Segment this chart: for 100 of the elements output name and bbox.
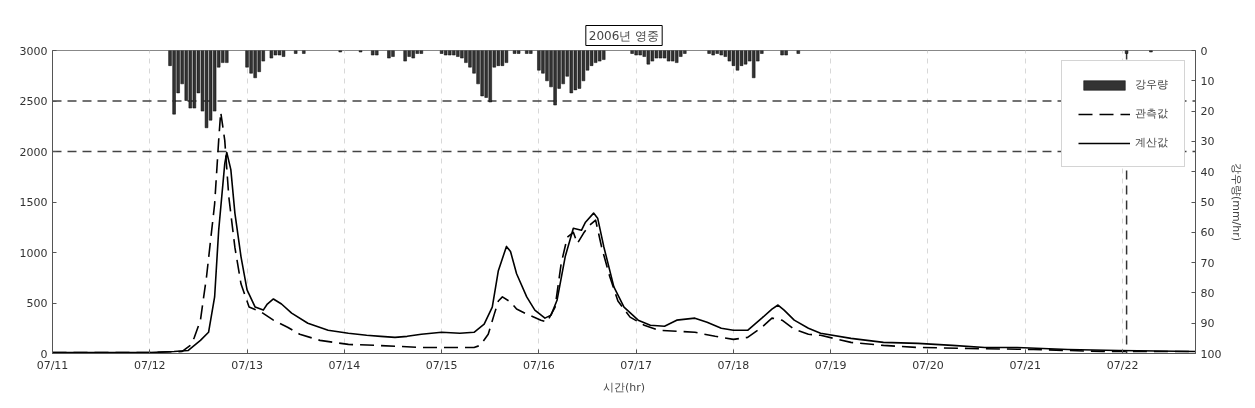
bar — [577, 50, 582, 89]
bar — [387, 50, 391, 59]
bar — [512, 50, 517, 54]
y2-tick-label: 90 — [1200, 317, 1215, 331]
y2-axis-title: 강우량(mm/hr) — [1230, 162, 1244, 242]
bar — [561, 50, 565, 85]
y-tick-label: 500 — [26, 297, 48, 310]
bar — [480, 50, 484, 97]
bar — [683, 50, 687, 54]
bar — [711, 50, 715, 56]
bar — [675, 50, 679, 63]
bar — [281, 50, 286, 57]
legend-label: 계산값 — [1135, 135, 1168, 150]
bar — [752, 50, 756, 79]
bar — [448, 50, 452, 56]
bar — [662, 50, 667, 59]
y-tick-label: 1000 — [19, 246, 48, 260]
bar — [204, 50, 209, 129]
bar — [460, 50, 464, 59]
bar — [192, 50, 197, 109]
y-tick-label: 3000 — [19, 44, 48, 58]
bar — [537, 50, 541, 71]
bar — [658, 50, 663, 59]
x-tick-label: 07/21 — [1009, 358, 1042, 372]
bar — [727, 50, 732, 62]
bar — [419, 50, 424, 54]
y-tick-label: 0 — [40, 347, 48, 361]
bar — [796, 50, 800, 54]
bar — [784, 50, 788, 56]
x-tick-label: 07/11 — [36, 358, 69, 372]
bar — [500, 50, 505, 66]
x-tick-label: 07/15 — [425, 358, 458, 372]
x-tick-label: 07/14 — [328, 358, 361, 372]
bar — [443, 50, 448, 56]
bar — [654, 50, 659, 59]
bar — [525, 50, 529, 54]
bar — [456, 50, 460, 57]
x-tick-label: 07/12 — [133, 358, 166, 372]
x-tick-label: 07/19 — [814, 358, 847, 372]
y2-tick-label: 60 — [1200, 226, 1215, 240]
legend-label: 강우량 — [1135, 77, 1168, 92]
x-tick-label: 07/16 — [523, 358, 555, 372]
bar — [634, 50, 638, 56]
bar — [375, 50, 379, 56]
bar — [646, 50, 650, 65]
bar — [391, 50, 395, 57]
x-tick-label: 07/13 — [231, 358, 263, 372]
bar — [707, 50, 711, 54]
bar — [371, 50, 375, 56]
bar — [249, 50, 253, 74]
x-tick-label: 07/17 — [620, 358, 653, 372]
bar — [302, 50, 306, 54]
bar — [516, 50, 521, 54]
bar — [666, 50, 671, 62]
y2-tick-label: 20 — [1200, 105, 1215, 119]
bar — [780, 50, 784, 56]
bar — [439, 50, 444, 54]
bar — [294, 50, 298, 54]
bar — [553, 50, 557, 106]
y2-tick-label: 0 — [1200, 44, 1208, 58]
y2-tick-label: 30 — [1200, 135, 1215, 149]
y2-tick-label: 50 — [1200, 196, 1215, 209]
bar — [269, 50, 274, 59]
chart-title: 2006년 영중 — [588, 28, 660, 43]
bar — [638, 50, 642, 56]
bar — [488, 50, 492, 103]
bar — [225, 50, 229, 63]
bar — [273, 50, 278, 56]
bar — [593, 50, 598, 63]
y2-tick-label: 40 — [1200, 165, 1215, 179]
bar — [715, 50, 719, 54]
y2-tick-label: 70 — [1200, 256, 1215, 270]
bar — [630, 50, 634, 54]
bar — [598, 50, 602, 62]
bar — [650, 50, 655, 62]
y-tick-label: 2000 — [19, 145, 48, 159]
x-axis-title: 시간(hr) — [602, 380, 646, 394]
bar — [602, 50, 606, 60]
y-tick-label: 1500 — [19, 196, 48, 209]
bar — [504, 50, 509, 63]
bar — [452, 50, 456, 56]
y2-tick-label: 100 — [1200, 347, 1222, 361]
y-tick-label: 2500 — [19, 95, 48, 108]
bar — [253, 50, 257, 79]
bar — [735, 50, 740, 71]
bar — [172, 50, 176, 115]
bar — [496, 50, 501, 66]
bar — [188, 50, 192, 109]
bar — [573, 50, 578, 91]
bar — [719, 50, 723, 56]
bar — [569, 50, 573, 94]
bar — [529, 50, 533, 54]
y2-tick-label: 80 — [1200, 286, 1215, 300]
bar — [403, 50, 407, 62]
y2-tick-label: 10 — [1200, 74, 1215, 88]
bar — [411, 50, 415, 59]
bar — [670, 50, 675, 62]
bar — [743, 50, 748, 65]
bar — [277, 50, 282, 56]
x-tick-label: 07/18 — [717, 358, 750, 372]
